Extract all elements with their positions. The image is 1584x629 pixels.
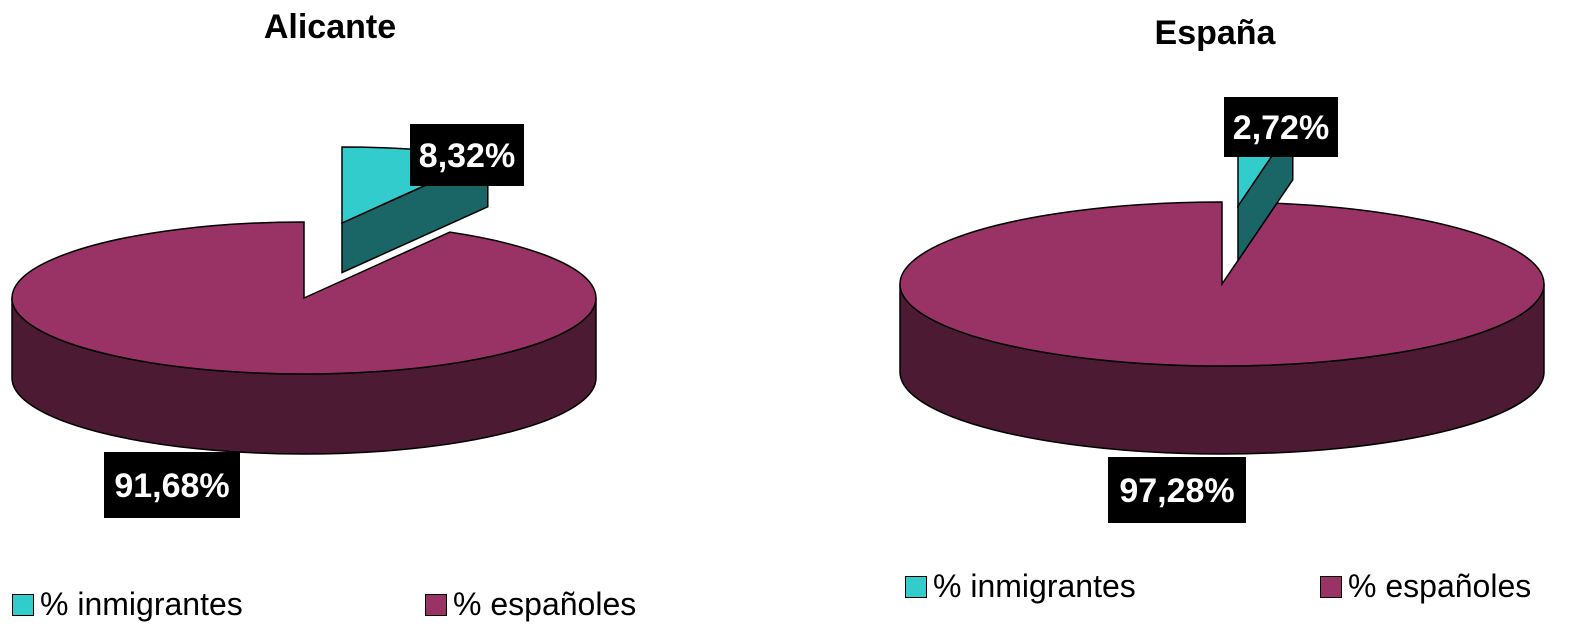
pie-slice-spaniards xyxy=(899,201,1545,367)
legend-label: % inmigrantes xyxy=(933,568,1136,604)
data-label-spaniards: 91,68% xyxy=(114,467,229,505)
data-label-bg-immigrants xyxy=(1224,97,1338,157)
data-label-bg-spaniards xyxy=(104,452,240,518)
legend-swatch-spaniards xyxy=(1320,575,1342,598)
data-label-bg-immigrants xyxy=(410,124,524,186)
data-label-immigrants: 8,32% xyxy=(419,137,515,175)
chart-title-alicante: Alicante xyxy=(263,8,397,46)
legend-alicante-immigrants: % inmigrantes xyxy=(12,586,243,623)
legend-swatch-immigrants xyxy=(905,575,927,598)
legend-label: % españoles xyxy=(453,586,637,622)
legend-label: % españoles xyxy=(1348,568,1532,604)
data-label-immigrants: 2,72% xyxy=(1233,109,1329,147)
chart-title-espana: España xyxy=(1154,14,1276,52)
legend-espana-spaniards: % españoles xyxy=(1320,568,1531,605)
data-label-spaniards: 97,28% xyxy=(1119,472,1234,510)
legend-swatch-spaniards xyxy=(425,593,447,616)
pie-slice-spaniards xyxy=(11,221,597,375)
legend-alicante-spaniards: % españoles xyxy=(425,586,636,623)
legend-espana-immigrants: % inmigrantes xyxy=(905,568,1136,605)
data-label-bg-spaniards xyxy=(1108,457,1246,523)
legend-swatch-immigrants xyxy=(12,593,34,616)
legend-label: % inmigrantes xyxy=(40,586,243,622)
